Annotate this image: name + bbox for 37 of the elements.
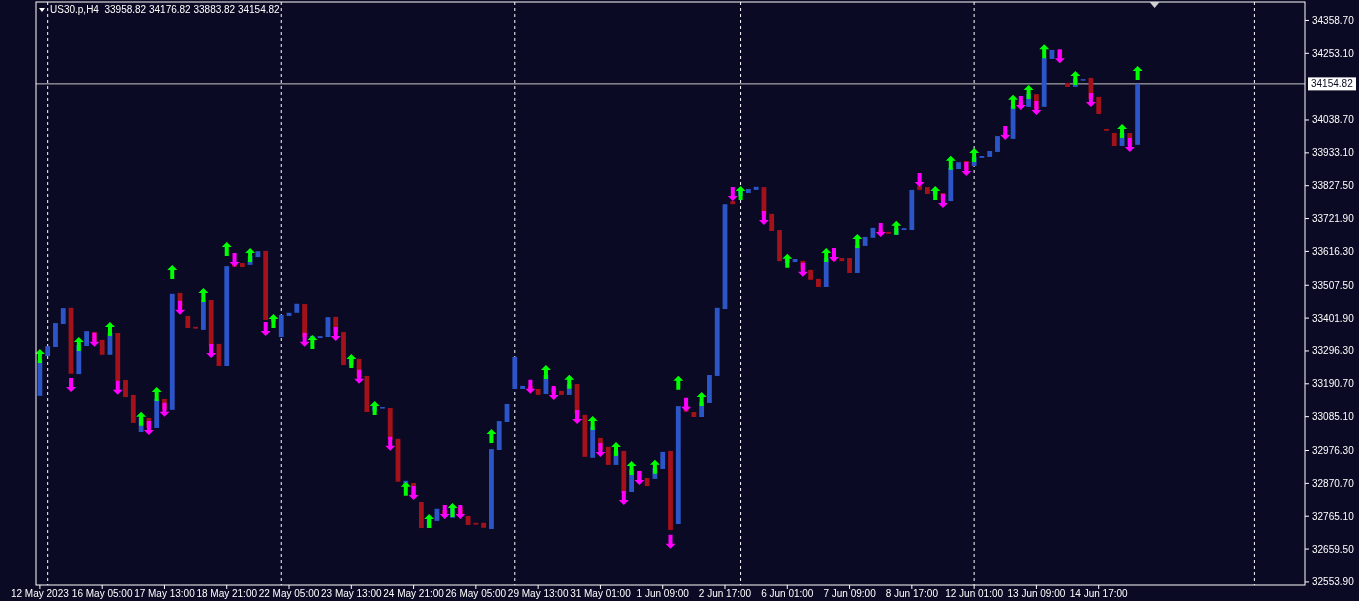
y-tick-label: 33933.10 (1312, 147, 1355, 159)
x-tick-label: 29 May 13:00 (507, 588, 569, 599)
y-tick-label: 33616.30 (1312, 245, 1355, 257)
x-tick-label: 22 May 05:00 (258, 588, 320, 599)
ref-line-label: 34154.82 (1311, 78, 1354, 90)
x-tick-label: 31 May 01:00 (570, 588, 632, 599)
x-tick-label: 12 Jun 01:00 (945, 588, 1004, 599)
y-tick-label: 33296.30 (1312, 345, 1355, 357)
chart-title: US30.p,H4 33958.82 34176.82 33883.82 34154.82 (50, 4, 281, 15)
x-tick-label: 26 May 05:00 (445, 588, 507, 599)
y-tick-label: 34253.10 (1312, 47, 1355, 59)
x-tick-label: 18 May 21:00 (196, 588, 258, 599)
x-tick-label: 13 Jun 09:00 (1007, 588, 1066, 599)
y-tick-label: 33721.90 (1312, 213, 1355, 225)
x-tick-label: 16 May 05:00 (71, 588, 133, 599)
y-tick-label: 33190.70 (1312, 378, 1355, 390)
x-tick-label: 1 Jun 09:00 (636, 588, 690, 599)
y-tick-label: 32870.70 (1312, 477, 1355, 489)
x-tick-label: 14 Jun 17:00 (1069, 588, 1129, 599)
y-tick-label: 34358.70 (1312, 14, 1355, 26)
y-tick-label: 32976.30 (1312, 445, 1355, 457)
y-tick-label: 33085.10 (1312, 411, 1355, 423)
y-tick-label: 33507.50 (1312, 279, 1355, 291)
x-tick-label: 7 Jun 09:00 (823, 588, 877, 599)
y-tick-label: 34038.70 (1312, 114, 1355, 126)
x-tick-label: 12 May 2023 (10, 588, 70, 599)
x-tick-label: 24 May 21:00 (383, 588, 445, 599)
y-tick-label: 33401.90 (1312, 312, 1355, 324)
x-tick-label: 6 Jun 01:00 (761, 588, 814, 599)
y-tick-label: 32553.90 (1312, 576, 1355, 588)
x-tick-label: 8 Jun 17:00 (885, 588, 939, 599)
x-tick-label: 2 Jun 17:00 (698, 588, 752, 599)
x-tick-label: 17 May 13:00 (134, 588, 196, 599)
y-tick-label: 32765.10 (1312, 510, 1355, 522)
y-tick-label: 32659.50 (1312, 543, 1355, 555)
y-tick-label: 33827.50 (1312, 180, 1355, 192)
x-tick-label: 23 May 13:00 (321, 588, 383, 599)
